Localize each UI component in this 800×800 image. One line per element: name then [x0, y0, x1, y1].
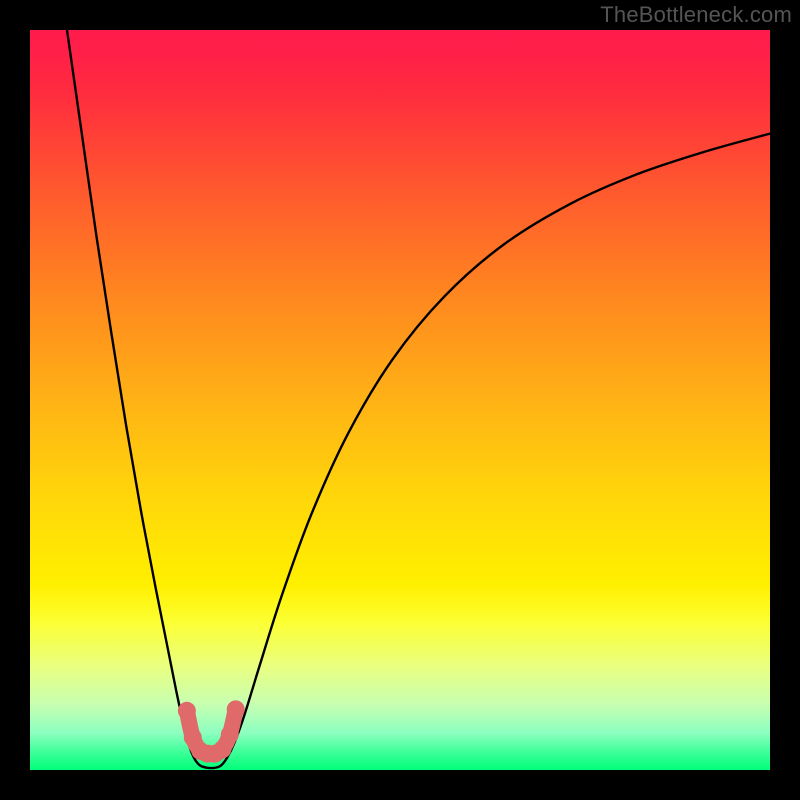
marker-dot [221, 725, 239, 743]
plot-area [30, 30, 770, 770]
watermark-text: TheBottleneck.com [600, 2, 792, 28]
marker-dot [227, 700, 245, 718]
bottleneck-chart [0, 0, 800, 800]
marker-dot [178, 702, 196, 720]
